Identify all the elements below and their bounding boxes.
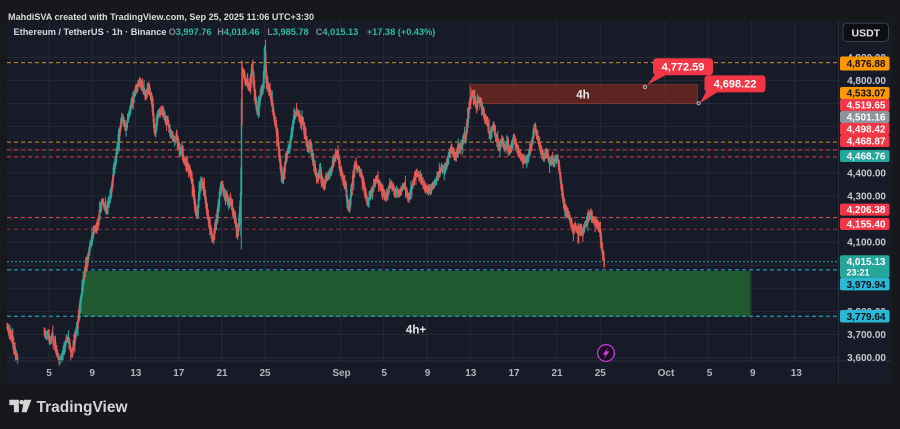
svg-text:4,533.07: 4,533.07 <box>847 89 886 100</box>
svg-text:4,876.88: 4,876.88 <box>847 59 886 70</box>
svg-text:4,501.16: 4,501.16 <box>847 113 886 124</box>
svg-text:4,300.00: 4,300.00 <box>847 191 886 202</box>
svg-text:13: 13 <box>465 368 477 379</box>
svg-text:4,519.65: 4,519.65 <box>847 101 886 112</box>
svg-text:3,779.64: 3,779.64 <box>847 312 886 323</box>
svg-text:21: 21 <box>216 368 228 379</box>
svg-text:4,772.59: 4,772.59 <box>662 61 705 73</box>
svg-text:3,979.94: 3,979.94 <box>847 280 886 291</box>
svg-text:4,498.42: 4,498.42 <box>847 125 886 136</box>
svg-text:13: 13 <box>130 368 142 379</box>
svg-text:4,400.00: 4,400.00 <box>847 168 886 179</box>
svg-text:4,206.38: 4,206.38 <box>847 205 886 216</box>
svg-text:13: 13 <box>791 368 803 379</box>
svg-text:5: 5 <box>381 368 387 379</box>
svg-text:TradingView: TradingView <box>37 399 129 416</box>
svg-text:4,468.76: 4,468.76 <box>847 152 886 163</box>
svg-text:4,800.00: 4,800.00 <box>847 76 886 87</box>
svg-text:5: 5 <box>707 368 713 379</box>
svg-text:Ethereum / TetherUS · 1h · Bin: Ethereum / TetherUS · 1h · Binance O3,997… <box>14 27 436 37</box>
svg-text:3,600.00: 3,600.00 <box>847 353 886 364</box>
svg-text:3,700.00: 3,700.00 <box>847 330 886 341</box>
svg-text:4,100.00: 4,100.00 <box>847 238 886 249</box>
svg-text:4h: 4h <box>576 90 589 102</box>
svg-text:9: 9 <box>425 368 431 379</box>
svg-text:23:21: 23:21 <box>847 268 870 278</box>
svg-text:25: 25 <box>259 368 271 379</box>
svg-text:Sep: Sep <box>332 368 350 379</box>
svg-text:4,468.87: 4,468.87 <box>847 137 886 148</box>
svg-text:9: 9 <box>89 368 95 379</box>
svg-text:21: 21 <box>551 368 563 379</box>
svg-text:4,155.40: 4,155.40 <box>847 220 886 231</box>
svg-text:17: 17 <box>173 368 185 379</box>
svg-text:9: 9 <box>750 368 756 379</box>
svg-text:4,015.13: 4,015.13 <box>847 257 886 268</box>
svg-text:17: 17 <box>508 368 520 379</box>
svg-text:USDT: USDT <box>852 28 881 40</box>
svg-text:25: 25 <box>595 368 607 379</box>
svg-text:5: 5 <box>46 368 52 379</box>
svg-text:4,698.22: 4,698.22 <box>714 79 757 91</box>
svg-text:4h+: 4h+ <box>406 325 426 337</box>
svg-text:MahdiSVA created with TradingV: MahdiSVA created with TradingView.com, S… <box>8 12 314 22</box>
svg-text:Oct: Oct <box>658 368 675 379</box>
